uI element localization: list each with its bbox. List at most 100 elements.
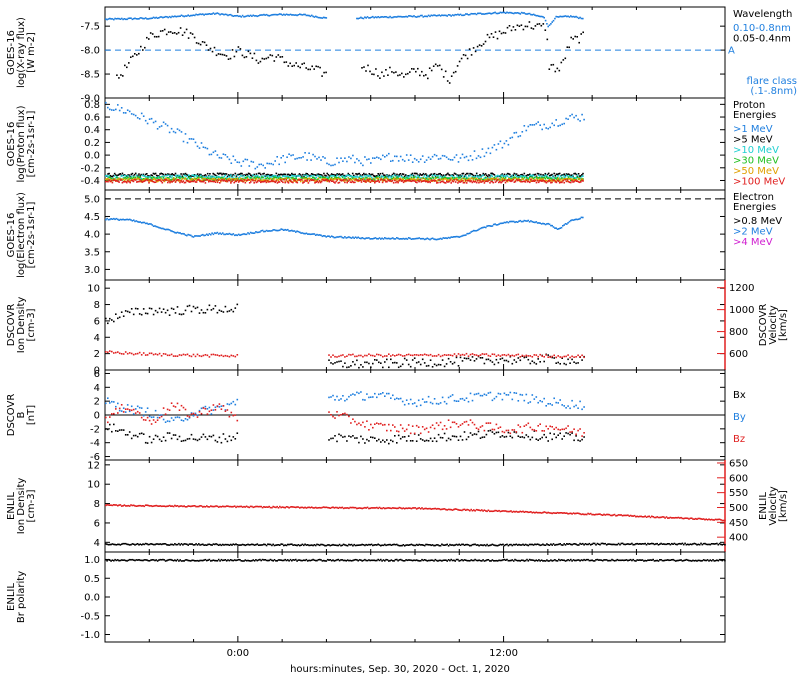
data-point <box>166 124 169 127</box>
data-point <box>160 16 163 18</box>
data-point <box>108 179 110 181</box>
data-point <box>553 433 555 435</box>
data-point <box>163 543 166 545</box>
data-point <box>371 73 373 75</box>
data-point <box>531 177 533 180</box>
data-point <box>170 179 172 181</box>
data-point <box>306 175 309 178</box>
data-point <box>405 359 408 361</box>
data-point <box>274 175 276 177</box>
data-point <box>492 178 495 180</box>
data-point <box>407 179 409 182</box>
data-point <box>532 221 535 223</box>
data-point <box>541 175 543 177</box>
data-point <box>310 233 313 235</box>
data-point <box>370 179 373 182</box>
data-point <box>177 174 179 177</box>
data-point <box>567 358 569 361</box>
data-point <box>463 354 466 356</box>
data-point <box>483 393 486 396</box>
right-tick-label: 400 <box>729 533 748 544</box>
data-point <box>416 179 418 181</box>
data-point <box>213 13 216 15</box>
data-point <box>330 356 332 358</box>
data-point <box>309 233 312 236</box>
data-point <box>470 173 472 175</box>
data-point <box>455 435 458 438</box>
data-point <box>451 179 454 181</box>
data-point <box>141 174 144 177</box>
data-point <box>411 238 414 240</box>
data-point <box>457 176 459 178</box>
data-point <box>169 31 172 33</box>
data-point <box>234 179 237 182</box>
data-point <box>119 18 122 20</box>
data-point <box>378 361 380 364</box>
data-point <box>152 225 155 227</box>
data-point <box>499 543 502 546</box>
data-point <box>512 177 514 179</box>
data-point <box>473 13 475 15</box>
data-point <box>200 412 203 415</box>
data-point <box>146 543 148 545</box>
data-point <box>255 15 257 17</box>
data-point <box>450 544 452 546</box>
data-point <box>292 175 294 177</box>
data-point <box>144 354 147 356</box>
data-point <box>535 430 538 432</box>
data-point <box>329 179 332 181</box>
data-point <box>413 176 416 178</box>
data-point <box>415 172 417 175</box>
data-point <box>510 543 512 546</box>
data-point <box>549 356 551 358</box>
data-point <box>294 175 296 177</box>
data-point <box>176 416 179 418</box>
data-point <box>477 430 480 433</box>
data-point <box>221 543 224 546</box>
data-point <box>253 179 255 182</box>
data-point <box>210 409 213 411</box>
data-point <box>504 177 507 179</box>
data-point <box>473 433 476 435</box>
data-point <box>343 178 345 181</box>
data-point <box>168 544 171 546</box>
data-point <box>214 409 217 411</box>
data-point <box>150 543 152 545</box>
data-point <box>142 419 145 421</box>
data-point <box>510 180 512 183</box>
data-point <box>503 359 506 362</box>
data-point <box>200 176 202 178</box>
data-point <box>281 228 284 231</box>
data-point <box>298 157 300 159</box>
data-point <box>467 159 470 162</box>
data-point <box>207 49 210 51</box>
data-point <box>308 233 310 235</box>
data-point <box>478 44 481 46</box>
data-point <box>160 125 163 127</box>
data-point <box>423 440 426 442</box>
data-point <box>364 426 366 428</box>
data-point <box>233 234 236 237</box>
data-point <box>237 544 240 546</box>
data-point <box>209 180 211 182</box>
data-point <box>352 236 354 238</box>
data-point <box>413 180 416 182</box>
data-point <box>413 238 415 240</box>
data-point <box>119 218 122 221</box>
data-point <box>382 178 385 180</box>
data-point <box>569 431 571 433</box>
data-point <box>221 179 223 181</box>
data-point <box>493 363 496 366</box>
data-point <box>340 235 342 238</box>
data-point <box>396 354 398 356</box>
data-point <box>458 236 460 238</box>
data-point <box>287 176 290 178</box>
data-point <box>515 392 518 394</box>
data-point <box>427 395 430 398</box>
data-point <box>351 177 354 179</box>
data-point <box>443 175 446 177</box>
data-point <box>256 15 259 18</box>
data-point <box>340 398 342 400</box>
data-point <box>111 175 114 178</box>
data-point <box>576 180 579 182</box>
